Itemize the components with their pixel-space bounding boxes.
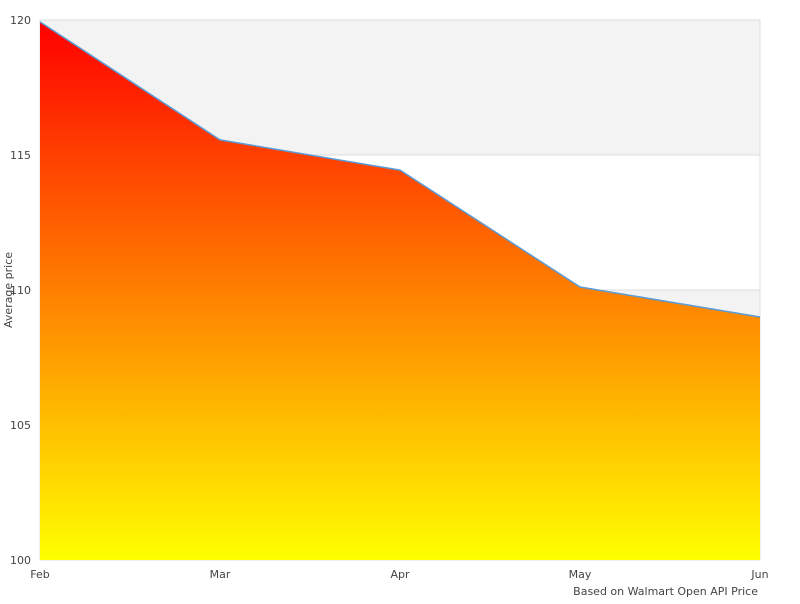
x-tick-label: Jun [750, 568, 768, 581]
y-tick-label: 115 [10, 149, 31, 162]
series-line [39, 21, 761, 318]
y-tick-label: 120 [10, 14, 31, 27]
x-tick-label: Mar [210, 568, 231, 581]
y-tick-label: 105 [10, 419, 31, 432]
credit-text: Based on Walmart Open API Price [573, 585, 758, 598]
y-axis-label: Average price [2, 252, 15, 328]
area-fill [40, 21, 760, 560]
x-tick-label: Apr [390, 568, 410, 581]
y-tick-label: 110 [10, 284, 31, 297]
y-tick-label: 100 [10, 554, 31, 567]
x-tick-label: May [569, 568, 592, 581]
x-tick-label: Feb [30, 568, 49, 581]
